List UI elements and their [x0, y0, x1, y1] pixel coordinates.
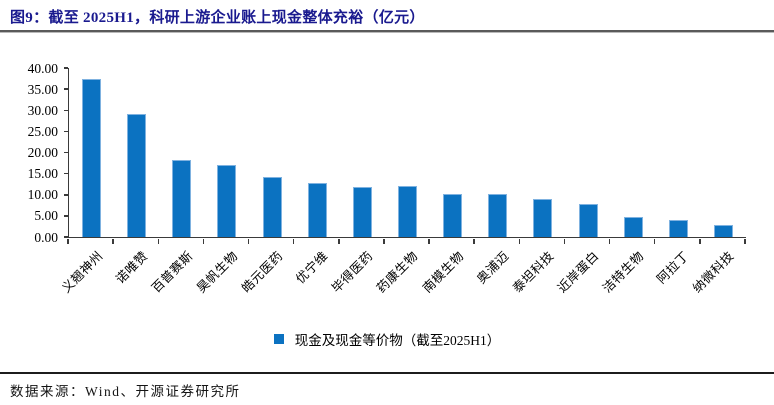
footer-divider [0, 372, 774, 374]
y-axis-tick-label: 35.00 [27, 81, 58, 97]
x-axis-tick [518, 238, 521, 244]
legend-series-label: 现金及现金等价物（截至2025H1） [294, 333, 501, 348]
x-axis-tick [428, 238, 430, 244]
x-axis-tick [383, 238, 385, 244]
x-axis-tick [653, 238, 656, 244]
x-axis-label: 近岸蛋白 [555, 248, 602, 296]
bar-昊帆生物 [217, 165, 237, 237]
bar-洁特生物 [623, 217, 643, 237]
bar-纳微科技 [713, 225, 733, 237]
y-axis-tick [64, 130, 68, 133]
x-axis-label: 毕得医药 [329, 248, 377, 296]
x-axis-tick [112, 238, 114, 244]
figure-container: 图9：截至 2025H1，科研上游企业账上现金整体充裕（亿元） 0.00 5.00… [0, 10, 774, 349]
y-axis-tick [64, 151, 68, 154]
x-axis-tick [699, 238, 701, 244]
x-axis-tick [338, 238, 340, 244]
x-axis-tick [744, 238, 746, 244]
x-axis-tick [157, 238, 160, 244]
x-axis-label: 纳微科技 [690, 248, 738, 296]
y-axis-tick-label: 40.00 [27, 60, 58, 76]
data-source-note: 数据来源：Wind、开源证券研究所 [10, 384, 241, 399]
figure-title: 图9：截至 2025H1，科研上游企业账上现金整体充裕（亿元） [10, 10, 425, 26]
y-axis-tick [64, 236, 68, 238]
bar-毕得医药 [352, 186, 372, 237]
x-axis-label: 优宁维 [293, 248, 331, 287]
y-axis-tick-label: 25.00 [27, 123, 58, 139]
x-axis-label: 南模生物 [419, 248, 467, 296]
bar-百普赛斯 [172, 159, 192, 237]
x-axis-tick [608, 238, 611, 244]
x-axis-label: 义翘神州 [58, 248, 106, 296]
y-axis-tick [64, 215, 68, 217]
bar-诺唯赞 [127, 113, 147, 237]
y-axis-tick [64, 88, 68, 90]
y-axis-tick-label: 10.00 [27, 187, 58, 203]
bar-药康生物 [398, 186, 417, 237]
x-axis-tick [67, 238, 69, 244]
y-axis-tick [64, 172, 68, 175]
plot-area [68, 68, 746, 238]
bar-泰坦科技 [533, 198, 553, 237]
y-axis-tick [64, 67, 68, 69]
x-axis-label: 阿拉丁 [654, 248, 693, 287]
x-axis-tick [292, 238, 295, 244]
x-axis-label: 诺唯赞 [112, 248, 151, 287]
bar-义翘神州 [82, 79, 102, 237]
x-axis-tick [247, 238, 250, 244]
bar-近岸蛋白 [578, 203, 598, 237]
x-axis-tick [563, 238, 566, 244]
legend: 现金及现金等价物（截至2025H1） [0, 329, 774, 349]
bar-优宁维 [307, 182, 327, 237]
y-axis-tick [64, 109, 68, 111]
x-axis-label: 昊帆生物 [194, 248, 241, 296]
x-axis-label: 奥浦迈 [474, 248, 512, 287]
x-axis-tick [473, 238, 475, 244]
y-axis-tick-label: 5.00 [34, 208, 58, 224]
y-axis-tick-label: 30.00 [27, 102, 58, 118]
x-axis-label: 皓元医药 [239, 248, 286, 296]
bar-奥浦迈 [488, 194, 508, 237]
x-axis-label: 药康生物 [374, 248, 422, 296]
x-axis-label: 洁特生物 [600, 248, 647, 296]
x-axis-label: 百普赛斯 [148, 248, 196, 296]
x-axis-tick [202, 238, 205, 244]
bar-南模生物 [443, 194, 463, 237]
y-axis-tick-label: 20.00 [27, 145, 58, 160]
y-axis-tick-label: 0.00 [34, 229, 58, 245]
bar-阿拉丁 [668, 220, 688, 237]
title-divider [0, 30, 774, 33]
legend-color-swatch [273, 334, 284, 344]
bar-皓元医药 [262, 177, 282, 237]
y-axis-tick-label: 15.00 [27, 166, 58, 182]
x-axis-label: 泰坦科技 [509, 248, 557, 296]
y-axis-tick [64, 194, 68, 196]
